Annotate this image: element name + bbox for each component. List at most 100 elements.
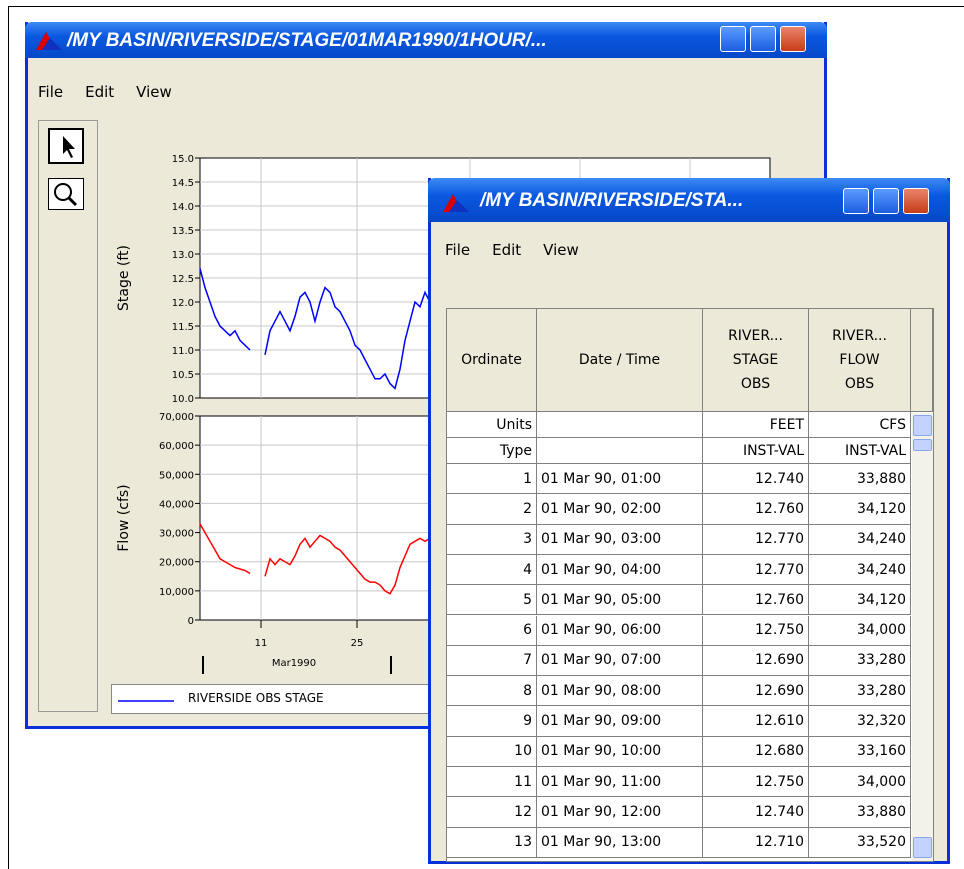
- maximize-button[interactable]: [750, 26, 776, 52]
- y-tick-label: 40,000: [159, 499, 194, 510]
- y-tick-label: 15.0: [172, 154, 194, 165]
- y-tick-label: 30,000: [159, 529, 194, 540]
- legend-label: RIVERSIDE OBS STAGE: [188, 691, 324, 705]
- menu-item[interactable]: View: [543, 241, 579, 259]
- header-line: Date / Time: [578, 352, 661, 368]
- menu-item[interactable]: File: [445, 241, 471, 259]
- y-tick-label: 14.5: [172, 178, 194, 189]
- cell: 33,880: [809, 464, 911, 495]
- cell: 01 Mar 90, 12:00: [537, 797, 703, 828]
- scroll-down[interactable]: [913, 837, 932, 858]
- header-line: FLOW: [839, 352, 880, 368]
- scroll-up[interactable]: [913, 415, 932, 436]
- cell: 12.740: [703, 797, 809, 828]
- y-tick-label: 60,000: [159, 441, 194, 452]
- cell: 01 Mar 90, 02:00: [537, 494, 703, 525]
- y-axis-label: Stage (ft): [116, 245, 132, 311]
- scrollbar: [912, 413, 933, 861]
- window-title: /MY BASIN/RIVERSIDE/STAGE/01MAR1990/1HOU…: [67, 30, 547, 51]
- scroll-thumb[interactable]: [913, 439, 932, 451]
- cell: 32,320: [809, 706, 911, 737]
- minimize-button[interactable]: [843, 188, 869, 214]
- y-tick-label: 14.0: [172, 202, 194, 213]
- cell: 1: [447, 464, 537, 495]
- y-tick-label: 11.0: [172, 346, 194, 357]
- header-line: OBS: [740, 376, 771, 392]
- cell: 01 Mar 90, 06:00: [537, 615, 703, 646]
- header-line: STAGE: [732, 352, 779, 368]
- y-tick-label: 11.5: [172, 322, 194, 333]
- cell: 12.690: [703, 645, 809, 677]
- header-line: RIVER...: [832, 328, 887, 344]
- close-button[interactable]: [903, 188, 929, 214]
- cell: 01 Mar 90, 07:00: [537, 645, 703, 677]
- cell: 34,120: [809, 494, 911, 525]
- data-line: [199, 523, 435, 595]
- column-header: RIVER... STAGE OBS: [703, 309, 809, 412]
- column-header: Date / Time: [537, 309, 703, 412]
- cell: 3: [447, 524, 537, 555]
- maximize-button[interactable]: [873, 188, 899, 214]
- y-tick-label: 50,000: [159, 470, 194, 481]
- table-window: /MY BASIN/RIVERSIDE/STA... File Edit View …: [428, 178, 950, 864]
- menu-item[interactable]: File: [38, 83, 64, 101]
- y-tick-label: 10.5: [172, 370, 194, 381]
- cell: 01 Mar 90, 04:00: [537, 554, 703, 586]
- cell: 01 Mar 90, 05:00: [537, 585, 703, 616]
- column-header: RIVER... FLOW OBS: [809, 309, 911, 412]
- menu-item[interactable]: Edit: [492, 241, 522, 259]
- cell: 34,000: [809, 767, 911, 798]
- y-tick-label: 0: [188, 616, 194, 627]
- row-label: Type: [447, 438, 537, 464]
- y-axis-label: Flow (cfs): [116, 484, 132, 551]
- cell: 01 Mar 90, 08:00: [537, 676, 703, 707]
- zoom-tool[interactable]: [48, 178, 84, 210]
- y-tick-label: 10,000: [159, 587, 194, 598]
- header-line: OBS: [844, 376, 875, 392]
- cell: 34,000: [809, 615, 911, 646]
- y-tick-label: 20,000: [159, 558, 194, 569]
- pointer-tool[interactable]: [48, 128, 84, 164]
- cell: 12: [447, 797, 537, 828]
- menu-bar: File Edit View: [445, 240, 601, 259]
- cell: 34,240: [809, 524, 911, 555]
- cell: 12.770: [703, 554, 809, 586]
- cell: [537, 412, 703, 438]
- cell: 33,880: [809, 797, 911, 828]
- frame: [8, 6, 964, 869]
- window-title: /MY BASIN/RIVERSIDE/STA...: [480, 190, 744, 211]
- minimize-button[interactable]: [720, 26, 746, 52]
- cell: 10: [447, 736, 537, 767]
- cell: 6: [447, 615, 537, 646]
- cell: 5: [447, 585, 537, 616]
- cell: 34,240: [809, 554, 911, 586]
- menu-item[interactable]: View: [136, 83, 172, 101]
- cell: 12.760: [703, 494, 809, 525]
- column-header: Ordinate: [447, 309, 537, 412]
- header-line: Ordinate: [461, 352, 522, 368]
- app-icon: [36, 32, 62, 50]
- header-filler: [911, 309, 933, 412]
- title-bar: /MY BASIN/RIVERSIDE/STAGE/01MAR1990/1HOU…: [25, 22, 827, 58]
- y-tick-label: 13.5: [172, 226, 194, 237]
- cell: 34,120: [809, 585, 911, 616]
- cell: 12.750: [703, 767, 809, 798]
- cell: 8: [447, 676, 537, 707]
- menu-item[interactable]: Edit: [85, 83, 115, 101]
- close-button[interactable]: [780, 26, 806, 52]
- cell: 12.770: [703, 524, 809, 555]
- cell: 7: [447, 645, 537, 677]
- cell: 01 Mar 90, 13:00: [537, 827, 703, 858]
- data-table: Ordinate Date / Time RIVER... STAGE OBS RIVER…: [446, 308, 934, 862]
- cell: 12.750: [703, 615, 809, 646]
- cell: 01 Mar 90, 09:00: [537, 706, 703, 737]
- cell: 01 Mar 90, 03:00: [537, 524, 703, 555]
- cell: 01 Mar 90, 01:00: [537, 464, 703, 495]
- cell: 33,280: [809, 645, 911, 677]
- toolbar: [38, 120, 98, 712]
- cell: 12.690: [703, 676, 809, 707]
- cell: 11: [447, 767, 537, 798]
- cell: 33,520: [809, 827, 911, 858]
- y-tick-label: 70,000: [159, 412, 194, 423]
